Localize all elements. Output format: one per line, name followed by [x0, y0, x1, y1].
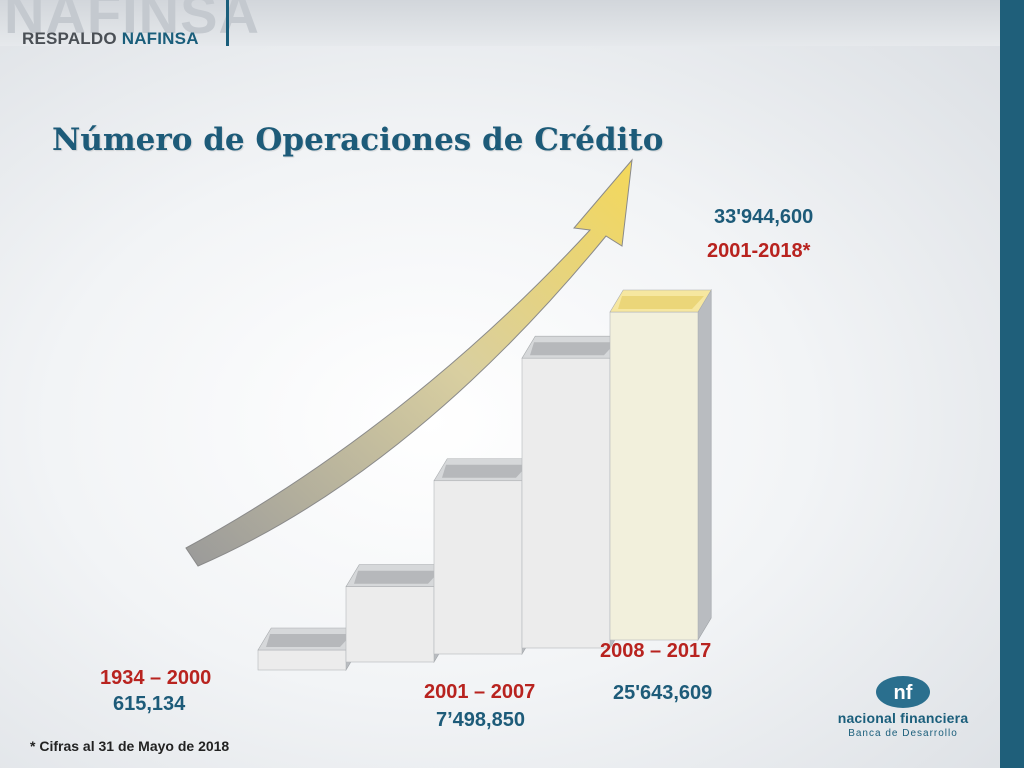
- category-label-1934-2000: 1934 – 2000: [100, 667, 212, 689]
- footnote: * Cifras al 31 de Mayo de 2018: [30, 738, 230, 754]
- brand-watermark: NAFINSA: [4, 0, 260, 45]
- brand-subtitle-name: NAFINSA: [121, 29, 199, 48]
- category-label-2008-2017: 2008 – 2017: [600, 640, 712, 662]
- svg-text:nf: nf: [894, 682, 913, 704]
- nacional-financiera-logo: nf nacional financiera Banca de Desarrol…: [828, 674, 978, 744]
- bar-2: [433, 457, 536, 656]
- value-label-2008-2017: 25'643,609: [613, 682, 713, 704]
- bar-4: [609, 288, 712, 642]
- brand-subtitle: RESPALDO NAFINSA: [22, 29, 199, 49]
- chart-title: Número de Operaciones de Crédito: [52, 122, 664, 158]
- logo-name: nacional financiera: [837, 710, 969, 726]
- accent-side-bar: [1000, 0, 1024, 768]
- brand-subtitle-prefix: RESPALDO: [22, 29, 122, 48]
- brand-divider: [226, 0, 229, 46]
- logo-tagline: Banca de Desarrollo: [848, 728, 958, 739]
- value-label-2001-2007: 7’498,850: [436, 709, 525, 731]
- category-label-2001-2018: 2001-2018*: [707, 240, 811, 262]
- category-label-2001-2007: 2001 – 2007: [424, 681, 536, 703]
- bar-3: [521, 335, 624, 650]
- value-label-1934-2000: 615,134: [113, 693, 186, 715]
- bar-chart: [185, 158, 712, 672]
- bar-base-step: [257, 626, 360, 672]
- value-label-2001-2018: 33'944,600: [714, 206, 814, 228]
- header-band: [0, 0, 1000, 46]
- nf-monogram-icon: nf: [876, 676, 930, 708]
- growth-arrow: [185, 158, 633, 567]
- bar-1: [345, 563, 448, 664]
